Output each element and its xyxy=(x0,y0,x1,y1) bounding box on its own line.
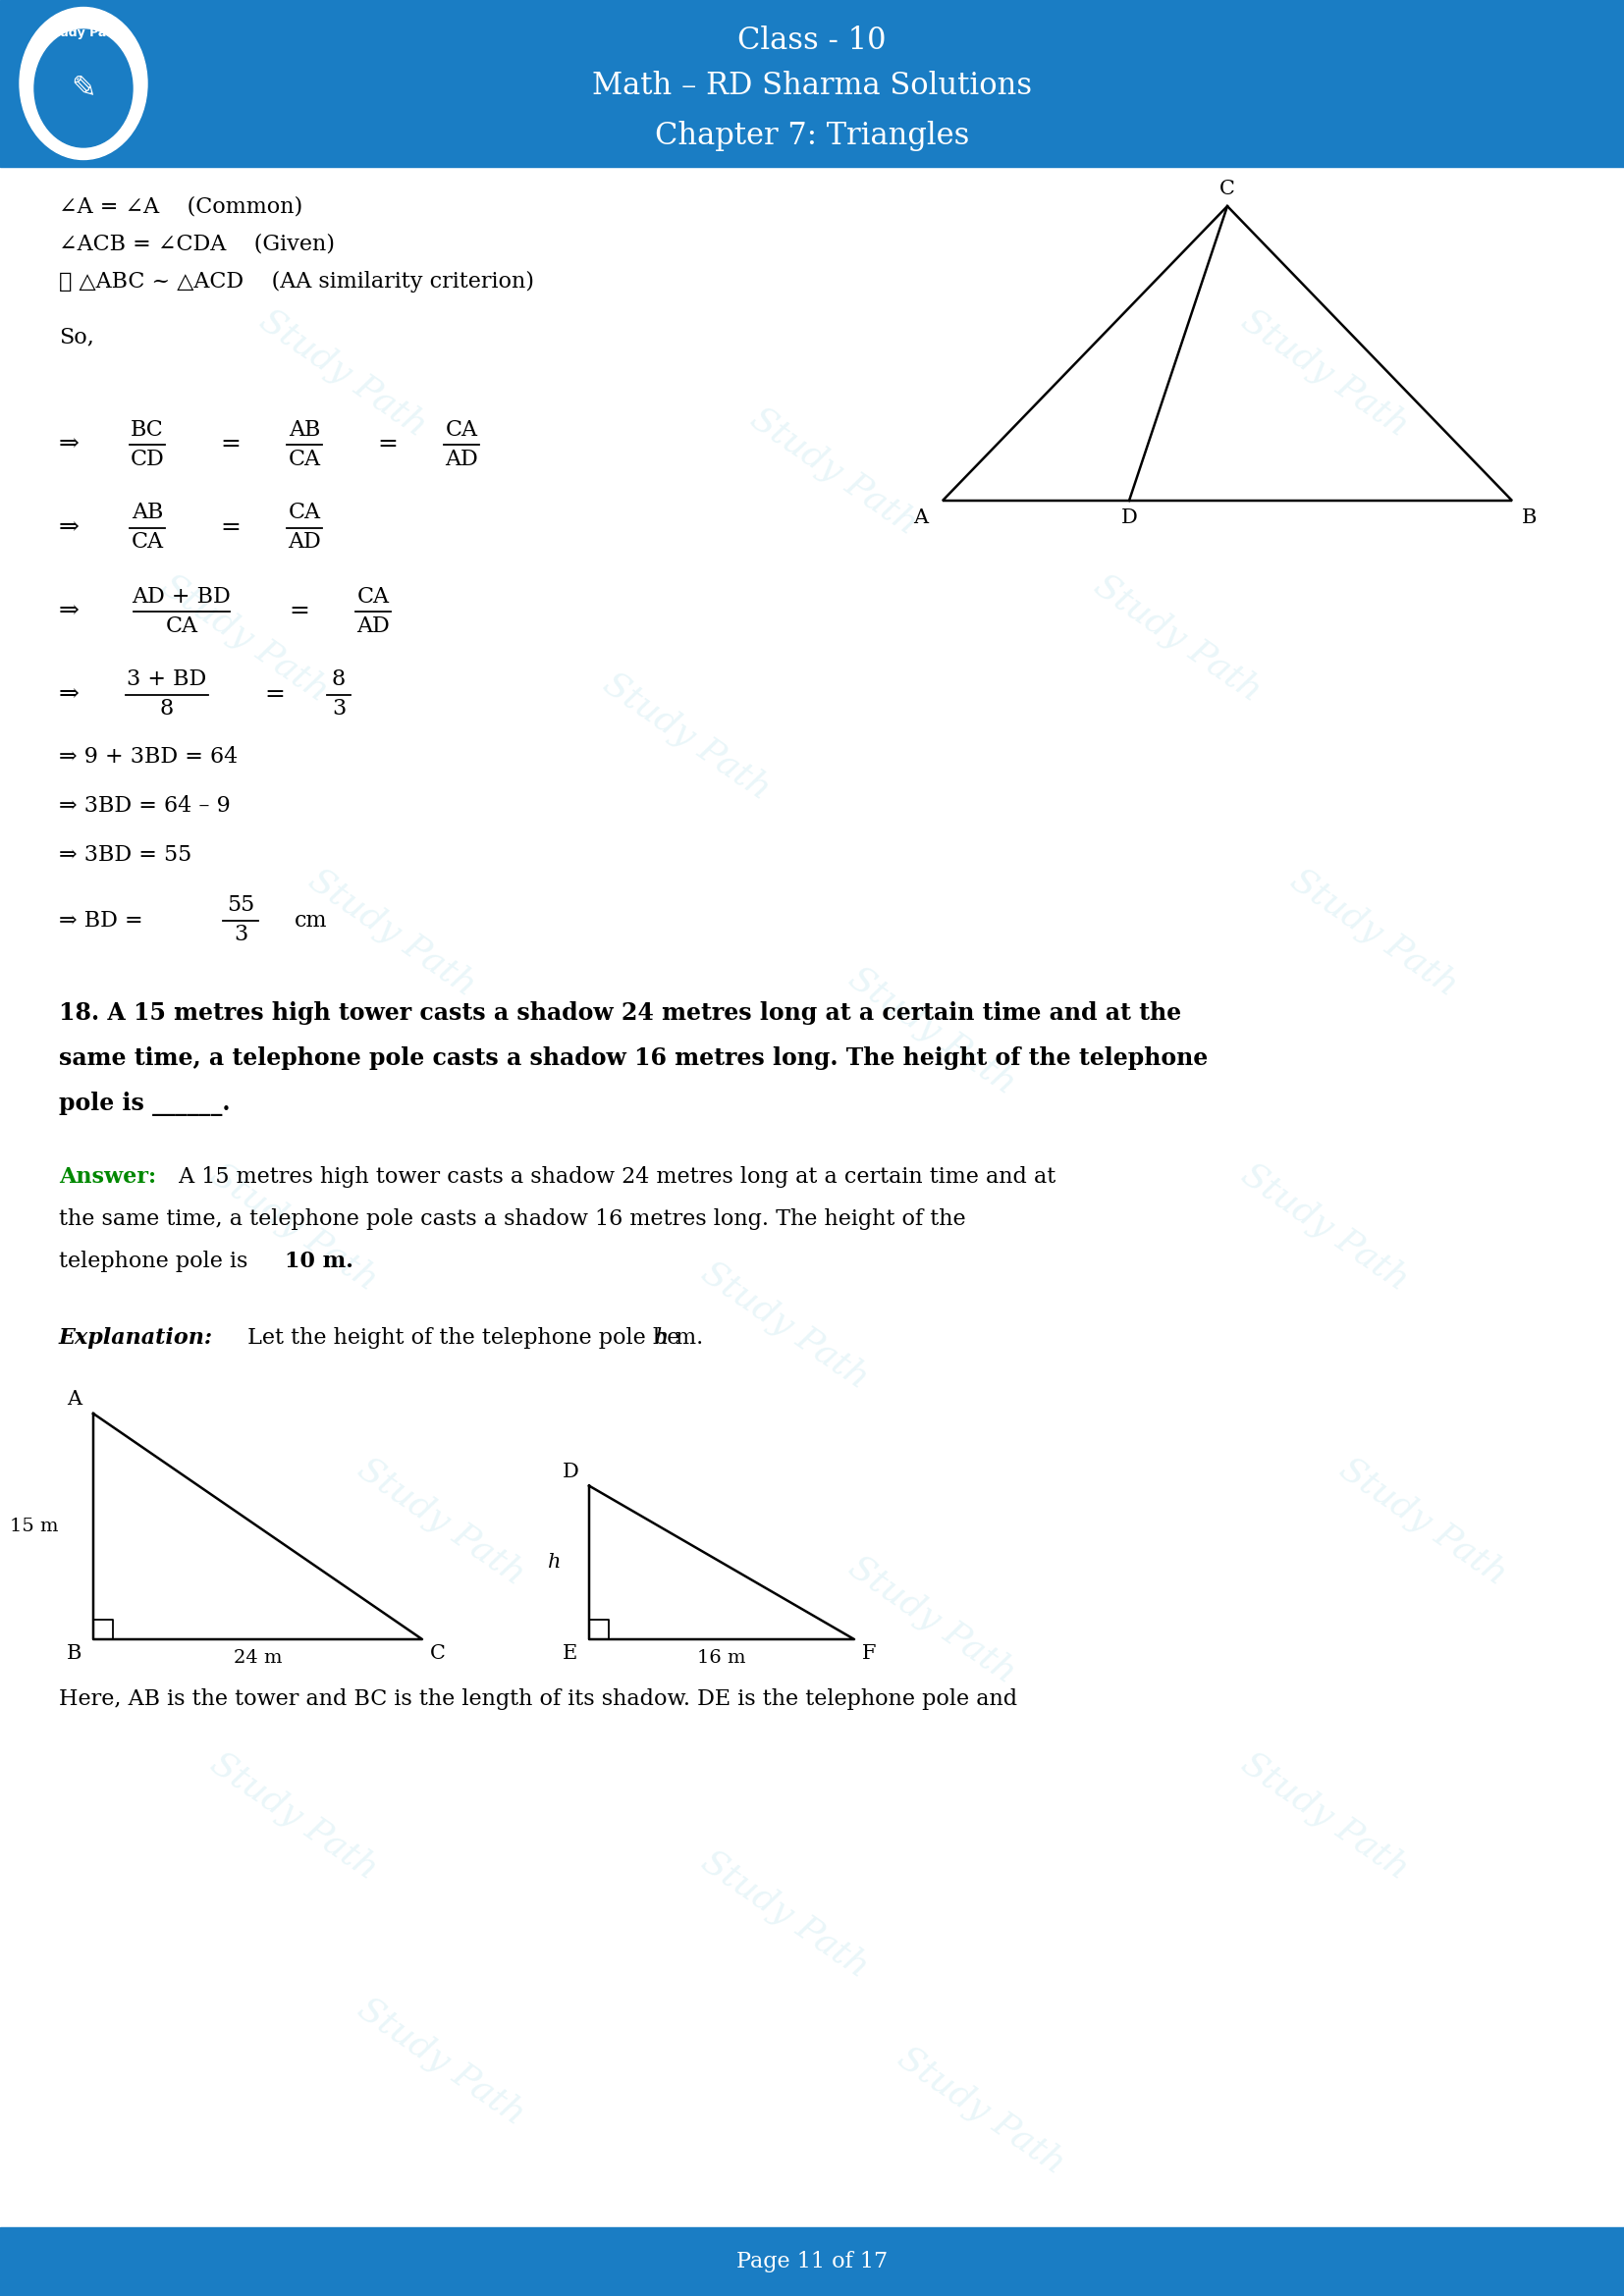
Text: So,: So, xyxy=(58,326,94,347)
Text: AD: AD xyxy=(357,615,390,636)
Text: cm: cm xyxy=(294,909,328,932)
Text: Study Path: Study Path xyxy=(1285,863,1465,1003)
Text: CD: CD xyxy=(130,448,164,471)
Text: CA: CA xyxy=(357,585,390,606)
Text: Study Path: Study Path xyxy=(1236,303,1416,443)
Text: Study Path: Study Path xyxy=(352,1451,531,1591)
Text: C: C xyxy=(430,1644,445,1662)
Text: 16 m: 16 m xyxy=(697,1649,745,1667)
Text: =: = xyxy=(265,684,286,705)
Text: Let the height of the telephone pole be: Let the height of the telephone pole be xyxy=(240,1327,687,1348)
Text: pole is ______.: pole is ______. xyxy=(58,1091,231,1116)
Text: AB: AB xyxy=(289,418,320,441)
Text: 8: 8 xyxy=(331,668,346,691)
Text: m.: m. xyxy=(669,1327,703,1348)
Text: Study Path: Study Path xyxy=(1236,1745,1416,1885)
Text: D: D xyxy=(564,1463,580,1481)
Text: A 15 metres high tower casts a shadow 24 metres long at a certain time and at: A 15 metres high tower casts a shadow 24… xyxy=(172,1166,1056,1187)
Text: Math – RD Sharma Solutions: Math – RD Sharma Solutions xyxy=(593,71,1031,101)
Ellipse shape xyxy=(19,7,148,158)
Text: 15 m: 15 m xyxy=(10,1518,58,1536)
Text: Answer:: Answer: xyxy=(58,1166,156,1187)
Text: Study Path: Study Path xyxy=(1236,1157,1416,1297)
Text: ∠A = ∠A    (Common): ∠A = ∠A (Common) xyxy=(58,197,302,218)
Text: Page 11 of 17: Page 11 of 17 xyxy=(736,2250,888,2273)
Text: A: A xyxy=(67,1389,81,1410)
Text: AD: AD xyxy=(445,448,477,471)
Text: Class - 10: Class - 10 xyxy=(737,25,887,57)
Text: ∴ △ABC ~ △ACD    (AA similarity criterion): ∴ △ABC ~ △ACD (AA similarity criterion) xyxy=(58,271,534,292)
Bar xyxy=(0,2227,1624,2296)
Ellipse shape xyxy=(34,30,133,147)
Text: Study Path: Study Path xyxy=(156,567,336,707)
Text: h: h xyxy=(654,1327,669,1348)
Text: 8: 8 xyxy=(159,698,174,721)
Text: CA: CA xyxy=(166,615,198,636)
Text: 10 m.: 10 m. xyxy=(284,1251,354,1272)
Text: Study Path: Study Path xyxy=(695,1844,875,1984)
Text: Study Path: Study Path xyxy=(598,666,778,806)
Bar xyxy=(0,0,1624,168)
Text: Study Path: Study Path xyxy=(745,402,924,542)
Text: C: C xyxy=(1220,179,1236,197)
Text: Study Path: Study Path xyxy=(302,863,482,1003)
Text: =: = xyxy=(378,434,398,455)
Text: Study Path: Study Path xyxy=(253,303,434,443)
Text: BC: BC xyxy=(130,418,164,441)
Text: Study Path: Study Path xyxy=(843,960,1023,1100)
Text: AD + BD: AD + BD xyxy=(132,585,231,606)
Text: AB: AB xyxy=(132,503,162,523)
Text: ⇒: ⇒ xyxy=(58,599,80,622)
Text: Chapter 7: Triangles: Chapter 7: Triangles xyxy=(654,119,970,152)
Text: F: F xyxy=(862,1644,877,1662)
Text: telephone pole is: telephone pole is xyxy=(58,1251,255,1272)
Text: CA: CA xyxy=(287,503,320,523)
Text: 18. A 15 metres high tower casts a shadow 24 metres long at a certain time and a: 18. A 15 metres high tower casts a shado… xyxy=(58,1001,1181,1024)
Text: E: E xyxy=(562,1644,578,1662)
Text: ⇒ 3BD = 55: ⇒ 3BD = 55 xyxy=(58,845,192,866)
Text: Study Path: Study Path xyxy=(1088,567,1268,707)
Text: ⇒: ⇒ xyxy=(58,434,80,455)
Text: Study Path: Study Path xyxy=(205,1745,385,1885)
Text: ∠ACB = ∠CDA    (Given): ∠ACB = ∠CDA (Given) xyxy=(58,234,335,255)
Text: Explanation:: Explanation: xyxy=(58,1327,213,1348)
Text: =: = xyxy=(221,517,240,540)
Text: ⇒: ⇒ xyxy=(58,517,80,540)
Text: =: = xyxy=(289,599,310,622)
Text: ⇒ 9 + 3BD = 64: ⇒ 9 + 3BD = 64 xyxy=(58,746,237,767)
Text: Here, AB is the tower and BC is the length of its shadow. DE is the telephone po: Here, AB is the tower and BC is the leng… xyxy=(58,1688,1017,1711)
Text: same time, a telephone pole casts a shadow 16 metres long. The height of the tel: same time, a telephone pole casts a shad… xyxy=(58,1047,1208,1070)
Text: ⇒ BD =: ⇒ BD = xyxy=(58,909,143,932)
Text: ✎: ✎ xyxy=(71,73,96,103)
Text: 3: 3 xyxy=(234,925,247,946)
Text: =: = xyxy=(221,434,240,455)
Text: CA: CA xyxy=(445,418,477,441)
Text: Study Path: Study Path xyxy=(1333,1451,1514,1591)
Text: h: h xyxy=(549,1552,562,1573)
Text: CA: CA xyxy=(132,533,164,553)
Text: Study Path: Study Path xyxy=(892,2041,1072,2181)
Text: the same time, a telephone pole casts a shadow 16 metres long. The height of the: the same time, a telephone pole casts a … xyxy=(58,1208,966,1231)
Text: A: A xyxy=(913,507,927,528)
Text: D: D xyxy=(1121,507,1137,528)
Text: Study Path: Study Path xyxy=(695,1256,875,1396)
Text: ⇒: ⇒ xyxy=(58,684,80,705)
Text: Study Path: Study Path xyxy=(352,1991,531,2131)
Text: ⇒ 3BD = 64 – 9: ⇒ 3BD = 64 – 9 xyxy=(58,794,231,817)
Text: B: B xyxy=(67,1644,81,1662)
Text: AD: AD xyxy=(287,533,322,553)
Text: Study Path: Study Path xyxy=(45,25,122,39)
Text: Study Path: Study Path xyxy=(205,1157,385,1297)
Text: 24 m: 24 m xyxy=(234,1649,283,1667)
Text: 3 + BD: 3 + BD xyxy=(127,668,206,691)
Text: B: B xyxy=(1522,507,1536,528)
Text: 3: 3 xyxy=(331,698,346,721)
Text: Study Path: Study Path xyxy=(843,1550,1023,1690)
Text: 55: 55 xyxy=(227,895,255,916)
Text: CA: CA xyxy=(287,448,320,471)
